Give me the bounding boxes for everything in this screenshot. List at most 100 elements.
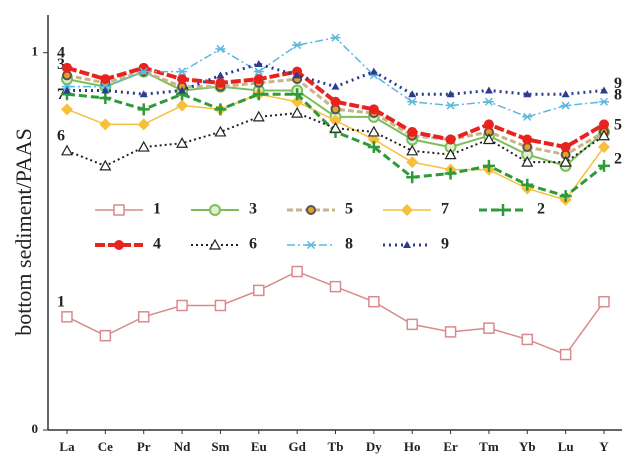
marker xyxy=(367,141,380,154)
marker xyxy=(482,159,495,172)
marker xyxy=(444,148,457,160)
x-tick-label: Tm xyxy=(479,439,499,454)
marker xyxy=(215,44,226,53)
x-tick-label: Pr xyxy=(137,439,151,454)
marker-part xyxy=(139,90,148,98)
marker xyxy=(99,118,112,131)
marker-part xyxy=(306,205,316,215)
marker-part xyxy=(406,156,419,169)
marker-part xyxy=(216,71,225,79)
marker xyxy=(598,295,610,308)
marker xyxy=(138,62,149,73)
marker-part xyxy=(522,134,533,145)
marker-part xyxy=(291,265,303,278)
legend-label: 1 xyxy=(153,201,161,218)
legend-label: 8 xyxy=(345,236,353,253)
marker xyxy=(214,125,227,137)
marker xyxy=(291,106,304,118)
marker xyxy=(597,129,611,141)
x-tick-label: Ho xyxy=(404,439,421,454)
x-tick-label: Y xyxy=(599,439,609,454)
marker xyxy=(598,141,610,154)
marker xyxy=(408,90,417,98)
marker xyxy=(523,90,532,98)
marker-part xyxy=(598,295,610,308)
marker-part xyxy=(253,74,264,85)
marker xyxy=(446,90,455,98)
marker xyxy=(306,205,316,215)
marker xyxy=(330,96,341,107)
marker xyxy=(292,41,303,50)
marker-part xyxy=(598,141,610,154)
marker-part xyxy=(521,333,534,346)
marker xyxy=(521,333,534,346)
legend-item: 5 xyxy=(287,201,353,218)
marker xyxy=(559,348,572,361)
legend-item: 9 xyxy=(383,236,449,253)
marker-part xyxy=(253,284,265,297)
marker xyxy=(62,62,72,73)
marker xyxy=(137,118,150,131)
legend-item: 1 xyxy=(95,201,161,218)
series-end-label: 6 xyxy=(57,127,65,144)
marker-part xyxy=(137,140,150,152)
marker xyxy=(560,101,571,110)
marker xyxy=(177,67,188,76)
marker-part xyxy=(291,106,304,118)
marker xyxy=(483,97,494,106)
marker xyxy=(137,311,150,323)
marker xyxy=(407,126,418,137)
marker xyxy=(329,114,342,127)
marker-part xyxy=(330,33,341,42)
marker xyxy=(137,103,150,116)
marker xyxy=(61,103,73,116)
marker-part xyxy=(215,77,226,88)
marker-part xyxy=(484,86,493,94)
marker-part xyxy=(599,97,609,106)
marker-part xyxy=(329,114,342,127)
marker xyxy=(497,204,509,216)
marker xyxy=(329,280,342,293)
marker-part xyxy=(368,295,380,308)
marker-part xyxy=(61,103,73,116)
marker-part xyxy=(599,119,609,130)
marker-part xyxy=(63,86,71,94)
marker xyxy=(176,299,188,312)
legend-label: 4 xyxy=(153,236,161,253)
marker xyxy=(483,119,494,130)
legend-item: 6 xyxy=(191,236,257,253)
marker xyxy=(101,86,110,94)
marker-part xyxy=(253,67,264,76)
marker-part xyxy=(497,204,509,216)
marker xyxy=(177,74,188,85)
marker xyxy=(559,155,572,167)
marker-part xyxy=(252,110,265,122)
marker xyxy=(559,190,572,203)
marker-part xyxy=(482,159,495,172)
marker xyxy=(99,329,112,342)
marker-part xyxy=(523,90,532,98)
marker xyxy=(369,67,378,75)
x-tick-label: Lu xyxy=(558,439,574,454)
marker-part xyxy=(482,133,495,145)
marker xyxy=(331,82,340,90)
marker-part xyxy=(369,67,378,75)
marker-part xyxy=(446,90,455,98)
marker xyxy=(406,318,418,331)
marker-part xyxy=(598,159,610,172)
marker-part xyxy=(137,103,150,116)
marker xyxy=(61,311,73,323)
marker xyxy=(99,159,112,171)
legend-label: 9 xyxy=(441,236,449,253)
legend-label: 2 xyxy=(537,201,545,218)
marker-part xyxy=(483,119,494,130)
marker xyxy=(445,134,456,145)
marker-part xyxy=(215,44,226,53)
marker-part xyxy=(559,190,572,203)
marker-part xyxy=(214,125,227,137)
y-tick-label: 0 xyxy=(32,421,39,436)
marker xyxy=(406,156,419,169)
marker xyxy=(560,142,571,153)
marker-part xyxy=(114,240,124,250)
